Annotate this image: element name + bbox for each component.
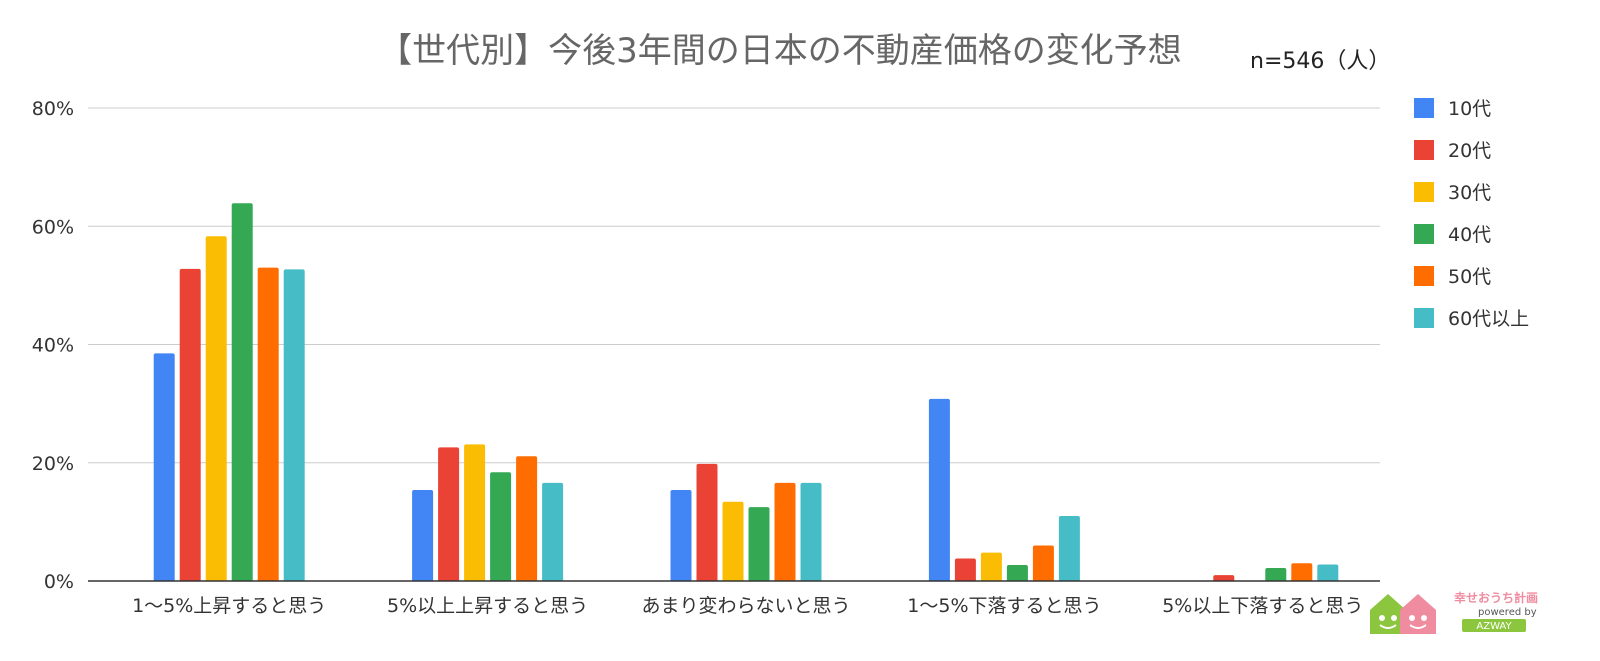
x-tick-label: 1～5%下落すると思う xyxy=(907,595,1101,617)
legend-swatch xyxy=(1414,98,1434,118)
legend-swatch xyxy=(1414,266,1434,286)
sample-size-note: n=546（人） xyxy=(1250,49,1390,74)
bar-6-1 xyxy=(283,269,305,581)
legend-swatch xyxy=(1414,140,1434,160)
bar-2-1 xyxy=(179,268,201,581)
legend-label: 20代 xyxy=(1448,140,1491,162)
bar-1-3 xyxy=(670,489,692,581)
bar-2-5 xyxy=(1213,575,1235,581)
legend-label: 30代 xyxy=(1448,182,1491,204)
bar-6-4 xyxy=(1058,515,1080,581)
bar-5-1 xyxy=(257,267,279,581)
house-green-icon xyxy=(1370,594,1406,634)
y-tick-label: 40% xyxy=(32,335,74,357)
x-axis: 1～5%上昇すると思う 5%以上上昇すると思う あまり変わらないと思う 1～5%下落す… xyxy=(88,580,1380,617)
bar-2-4 xyxy=(954,558,976,581)
bar-6-2 xyxy=(542,482,564,581)
bar-4-3 xyxy=(748,507,770,581)
x-tick-label: 1～5%上昇すると思う xyxy=(132,595,326,617)
brand-logo: 幸せおうち計画 powered by AZWAY xyxy=(1370,590,1538,634)
y-tick-label: 20% xyxy=(32,453,74,475)
bar-4-4 xyxy=(1006,565,1028,581)
logo-powered: powered by xyxy=(1478,607,1537,618)
legend-swatch xyxy=(1414,308,1434,328)
bar-3-4 xyxy=(980,552,1002,581)
bar-5-2 xyxy=(516,456,538,581)
logo-brand: AZWAY xyxy=(1476,621,1512,632)
bar-5-4 xyxy=(1032,545,1054,581)
x-tick-label: あまり変わらないと思う xyxy=(641,595,850,617)
bars xyxy=(153,203,1339,581)
logo-badge xyxy=(1462,619,1526,632)
y-axis: 0% 20% 40% 60% 80% xyxy=(32,98,74,593)
legend-swatch xyxy=(1414,182,1434,202)
chart-title: 【世代別】今後3年間の日本の不動産価格の変化予想 xyxy=(378,31,1182,71)
bar-1-4 xyxy=(928,398,950,581)
bar-6-5 xyxy=(1317,564,1339,581)
y-tick-label: 0% xyxy=(44,571,74,593)
logo-name: 幸せおうち計画 xyxy=(1454,590,1538,605)
x-tick-label: 5%以上下落すると思う xyxy=(1162,595,1363,617)
bar-3-3 xyxy=(722,501,744,581)
legend: 10代 20代 30代 40代 50代 60代以上 xyxy=(1414,98,1529,330)
y-tick-label: 80% xyxy=(32,98,74,120)
bar-5-3 xyxy=(774,482,796,581)
grid xyxy=(88,107,1380,464)
bar-4-1 xyxy=(231,203,253,581)
bar-6-3 xyxy=(800,482,822,581)
legend-swatch xyxy=(1414,224,1434,244)
bar-2-3 xyxy=(696,463,718,581)
bar-4-2 xyxy=(490,472,512,581)
bar-1-2 xyxy=(412,489,434,581)
legend-label: 10代 xyxy=(1448,98,1491,120)
bar-4-5 xyxy=(1265,567,1287,581)
legend-label: 60代以上 xyxy=(1448,308,1529,330)
legend-label: 40代 xyxy=(1448,224,1491,246)
bar-2-2 xyxy=(438,447,460,581)
bar-1-1 xyxy=(153,353,175,581)
bar-3-1 xyxy=(205,236,227,581)
house-pink-icon xyxy=(1400,594,1436,634)
legend-label: 50代 xyxy=(1448,266,1491,288)
y-tick-label: 60% xyxy=(32,216,74,238)
bar-5-5 xyxy=(1291,563,1313,581)
x-tick-label: 5%以上上昇すると思う xyxy=(387,595,588,617)
bar-3-2 xyxy=(464,444,486,581)
